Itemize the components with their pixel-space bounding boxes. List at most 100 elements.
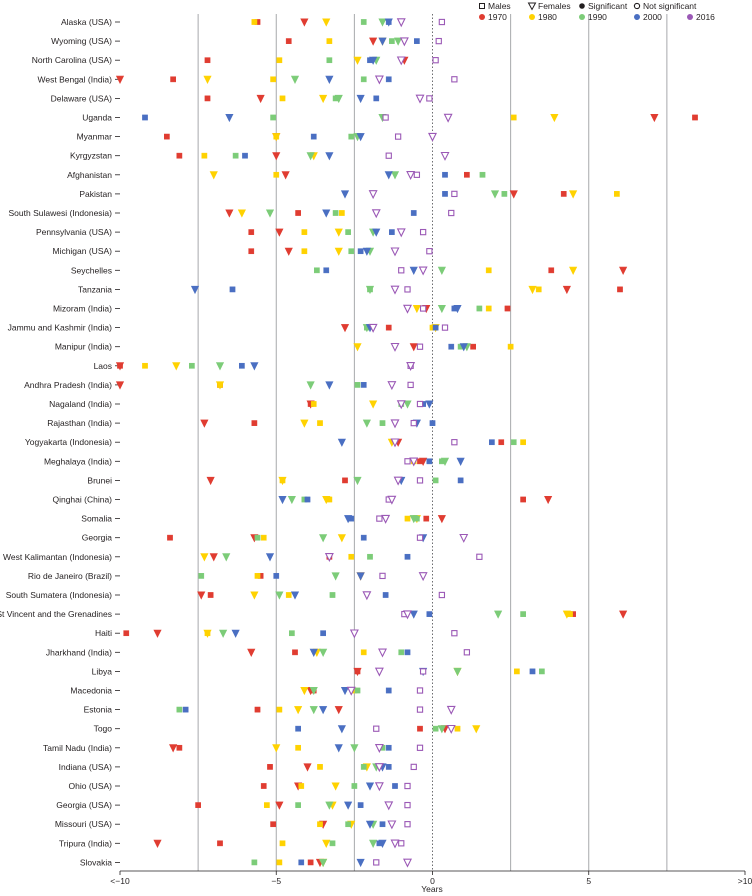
marker-1970-female <box>300 18 309 27</box>
marker-1970-male <box>267 764 273 770</box>
marker-2016-male <box>426 248 433 255</box>
marker-1990-male <box>329 840 336 847</box>
marker-1980-female <box>300 687 309 696</box>
marker-2016-female <box>396 400 406 410</box>
marker-1980-female <box>334 228 343 237</box>
marker-1980-male <box>279 840 286 847</box>
marker-2016-female <box>418 266 428 276</box>
marker-1980-male <box>264 802 270 808</box>
marker-1990-female <box>306 152 315 161</box>
marker-1980-female <box>528 285 537 295</box>
marker-2016-female <box>324 553 334 563</box>
marker-1970-male <box>342 477 348 484</box>
marker-1980-female <box>331 782 340 791</box>
marker-1970-male <box>170 76 176 83</box>
marker-2000-male <box>298 859 305 866</box>
marker-2000-male <box>385 764 392 770</box>
marker-2000-male <box>323 267 330 274</box>
marker-1990-female <box>353 476 362 486</box>
marker-1990-female <box>334 94 343 104</box>
category-label: Georgia <box>82 533 113 543</box>
category-label: Wyoming (USA) <box>51 36 112 46</box>
x-tick-label: −5 <box>271 876 281 886</box>
marker-1970-male <box>176 744 183 751</box>
category-label: Nagaland (India) <box>49 399 112 409</box>
marker-2016-male <box>404 286 411 293</box>
marker-2016-female <box>399 37 409 47</box>
marker-1980-male <box>201 152 208 159</box>
marker-2016-male <box>376 515 383 522</box>
marker-1980-male <box>276 57 283 64</box>
category-label: Jammu and Kashmir (India) <box>8 323 113 333</box>
marker-2016-male <box>416 343 424 350</box>
marker-1980-female <box>322 839 331 848</box>
marker-2016-female <box>393 476 403 486</box>
marker-1970-male <box>617 286 623 293</box>
marker-2000-male <box>242 152 248 159</box>
category-label: Manipur (India) <box>55 342 112 352</box>
marker-1980-male <box>339 210 345 216</box>
marker-1980-male <box>298 783 305 789</box>
marker-1970-male <box>217 840 223 847</box>
legend-year-dot <box>687 14 693 20</box>
marker-2016-male <box>476 553 483 560</box>
marker-2016-male <box>451 190 458 198</box>
marker-2016-male <box>413 171 421 178</box>
marker-1980-female <box>472 725 481 734</box>
marker-2000-male <box>414 38 420 44</box>
marker-2000-male <box>404 649 411 656</box>
marker-2000-female <box>340 687 350 696</box>
marker-1990-female <box>309 706 318 715</box>
marker-1990-female <box>437 266 446 275</box>
marker-1970-female <box>247 648 256 657</box>
marker-2016-female <box>446 705 456 715</box>
marker-2016-male <box>441 324 449 331</box>
legend-label: Females <box>538 1 571 11</box>
marker-2000-male <box>529 668 536 675</box>
marker-2016-female <box>374 667 384 677</box>
marker-1980-female <box>319 94 328 104</box>
category-label: Slovakia <box>80 857 112 867</box>
marker-2000-male <box>357 248 364 255</box>
marker-1980-female <box>322 496 331 505</box>
marker-1990-male <box>198 573 205 579</box>
marker-2016-female <box>403 304 412 314</box>
category-label: South Sumatera (Indonesia) <box>6 590 112 600</box>
category-label: Brunei <box>87 475 112 485</box>
marker-1990-female <box>265 209 275 218</box>
category-label: Qinghai (China) <box>52 495 112 505</box>
marker-2016-female <box>406 362 416 372</box>
marker-1980-male <box>310 401 317 407</box>
marker-2016-female <box>381 514 391 524</box>
marker-2000-male <box>182 706 189 713</box>
marker-1970-female <box>275 801 284 810</box>
marker-1990-female <box>365 285 375 295</box>
marker-2000-female <box>337 438 346 447</box>
marker-1970-female <box>153 629 162 638</box>
marker-1970-male <box>164 133 170 140</box>
marker-2000-male <box>432 324 439 331</box>
marker-2016-male <box>410 763 417 771</box>
marker-1980-female <box>337 534 346 543</box>
marker-1990-female <box>215 362 225 371</box>
marker-1970-female <box>284 247 293 256</box>
category-label: Yogyakarta (Indonesia) <box>25 437 112 447</box>
marker-2016-male <box>416 744 424 751</box>
marker-2016-male <box>404 801 411 809</box>
marker-2016-female <box>428 132 437 142</box>
marker-1970-male <box>123 630 130 637</box>
marker-2016-female <box>390 285 400 295</box>
marker-2016-female <box>387 381 397 391</box>
marker-2016-female <box>378 648 387 658</box>
marker-1980-female <box>569 190 578 199</box>
marker-2000-female <box>344 515 353 524</box>
marker-1990-male <box>354 382 361 388</box>
marker-1980-male <box>276 859 283 866</box>
marker-2016-female <box>349 629 359 639</box>
marker-1970-male <box>470 343 476 350</box>
marker-2016-male <box>463 649 471 656</box>
marker-1980-female <box>278 476 287 486</box>
marker-1980-male <box>485 305 492 312</box>
marker-2016-female <box>346 686 356 696</box>
